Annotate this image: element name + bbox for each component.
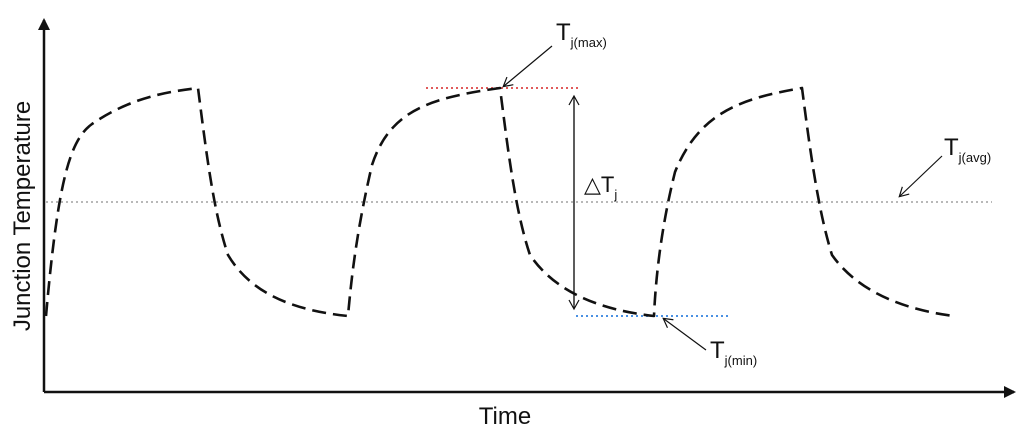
y-axis-label: Junction Temperature [9, 101, 36, 331]
tj-avg-main: T [944, 134, 959, 161]
temperature-curve [44, 86, 955, 318]
tj-min-main: T [710, 337, 725, 364]
delta-tj-label: △Tj [584, 172, 617, 202]
x-axis-label: Time [479, 403, 531, 430]
tj-max-pointer [502, 45, 553, 88]
delta-tj-main: △T [584, 172, 614, 197]
tj-avg-pointer [898, 155, 943, 198]
tj-avg-sub: j(avg) [958, 150, 992, 165]
delta-tj-sub: j [613, 187, 617, 202]
tj-max-main: T [556, 19, 571, 46]
tj-min-pointer [662, 317, 707, 351]
tj-max-sub: j(max) [570, 35, 607, 50]
tj-min-sub: j(min) [724, 353, 758, 368]
tj-max-label: Tj(max) [556, 19, 607, 50]
tj-min-label: Tj(min) [710, 337, 757, 368]
tj-avg-label: Tj(avg) [944, 134, 991, 165]
